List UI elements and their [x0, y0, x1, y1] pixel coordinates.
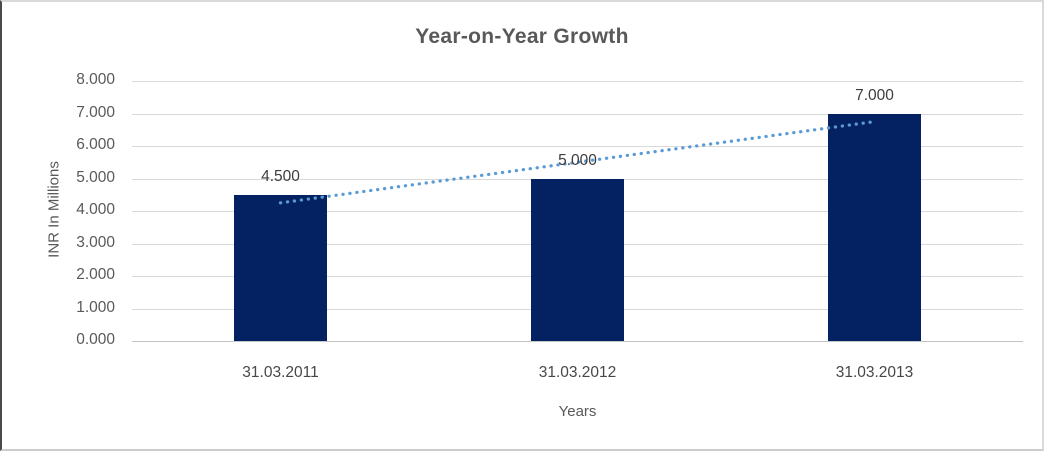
bar-31.03.2011: [234, 194, 327, 341]
trendline: [278, 120, 877, 205]
y-tick-label: 8.000: [76, 71, 115, 88]
chart-title: Year-on-Year Growth: [415, 25, 629, 48]
x-tick-label: 31.03.2011: [242, 364, 319, 381]
y-tick-label: 4.000: [76, 201, 115, 218]
bar-31.03.2012: [531, 178, 624, 341]
data-label: 5.000: [558, 151, 597, 169]
data-label: 7.000: [855, 86, 894, 104]
y-tick-label: 2.000: [76, 266, 115, 283]
y-tick-label: 7.000: [76, 103, 115, 121]
y-tick-label: 5.000: [76, 168, 115, 186]
gridline: [132, 81, 1023, 82]
gridline: [132, 113, 1023, 115]
x-tick-label: 31.03.2012: [538, 364, 617, 381]
data-label: 4.500: [261, 167, 300, 185]
y-tick-label: 3.000: [76, 233, 115, 251]
y-tick-label: 1.000: [76, 298, 115, 316]
x-tick-label: 31.03.2013: [835, 364, 914, 381]
x-axis-line: [132, 341, 1023, 342]
x-axis-title: Years: [558, 403, 597, 420]
plot-area: [132, 81, 1023, 342]
y-tick-label: 6.000: [76, 136, 115, 153]
gridline: [132, 146, 1023, 147]
bar-31.03.2013: [828, 113, 921, 341]
y-tick-label: 0.000: [76, 331, 115, 348]
